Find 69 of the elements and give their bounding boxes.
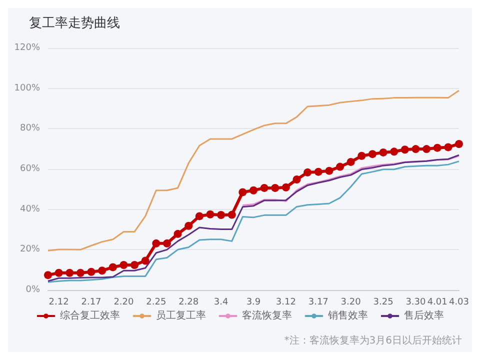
point xyxy=(152,239,160,248)
point xyxy=(228,210,236,219)
point xyxy=(238,188,247,196)
y-tick-label: 60% xyxy=(20,164,40,174)
x-tick-label: 3.9 xyxy=(246,298,261,308)
legend-label: 销售效率 xyxy=(327,310,368,322)
point xyxy=(44,271,52,280)
point xyxy=(184,222,193,230)
point xyxy=(206,210,214,218)
legend-label: 客流恢复率 xyxy=(242,310,292,322)
point xyxy=(304,168,312,176)
line-series xyxy=(47,90,460,252)
point xyxy=(390,148,398,156)
point xyxy=(162,239,171,248)
point xyxy=(174,230,182,238)
legend-label: 售后效率 xyxy=(404,310,444,322)
y-tick-label: 80% xyxy=(20,124,40,134)
point xyxy=(368,150,376,158)
point xyxy=(346,158,355,166)
x-tick-label: 3.20 xyxy=(340,298,362,308)
x-tick-label: 2.28 xyxy=(178,298,199,308)
legend-label: 员工复工率 xyxy=(156,310,206,322)
y-tick-label: 100% xyxy=(14,83,40,94)
point xyxy=(292,175,301,184)
point xyxy=(141,256,150,265)
y-tick-label: 120% xyxy=(14,43,40,53)
point xyxy=(76,268,84,277)
point xyxy=(54,268,63,277)
point xyxy=(314,168,322,176)
x-tick-label: 4.03 xyxy=(448,298,470,308)
point xyxy=(282,183,290,192)
point xyxy=(98,266,106,275)
point xyxy=(108,263,117,272)
point xyxy=(422,145,431,154)
point xyxy=(433,144,442,152)
point xyxy=(444,143,452,152)
point xyxy=(379,148,388,156)
x-tick-label: 2.25 xyxy=(146,298,166,308)
point xyxy=(250,186,258,194)
point xyxy=(87,268,96,276)
point xyxy=(400,146,409,154)
x-tick-label: 2.12 xyxy=(48,298,69,308)
y-tick-label: 0% xyxy=(26,285,40,295)
x-tick-label: 2.20 xyxy=(114,298,134,308)
line-series xyxy=(242,155,460,206)
text: *注：客流恢复率为3月6日以后开始统计 xyxy=(284,334,462,346)
point xyxy=(195,212,204,220)
chart-title: 复工率走势曲线 xyxy=(29,15,120,31)
point xyxy=(217,210,226,219)
y-tick-label: 40% xyxy=(20,204,40,214)
point xyxy=(454,140,463,148)
point xyxy=(260,184,268,192)
point xyxy=(336,162,344,171)
legend-label: 综合复工效率 xyxy=(60,310,120,322)
x-tick-label: 3.25 xyxy=(373,298,394,308)
x-tick-label: 4.01 xyxy=(427,298,448,308)
point xyxy=(120,260,128,269)
y-tick-label: 20% xyxy=(20,244,40,255)
point xyxy=(325,166,334,175)
point xyxy=(271,184,280,192)
point xyxy=(66,268,74,277)
x-tick-label: 3.4 xyxy=(214,298,228,308)
x-tick-label: 2.17 xyxy=(81,298,102,308)
point xyxy=(358,152,366,160)
x-tick-label: 3.17 xyxy=(308,298,328,308)
x-tick-label: 3.30 xyxy=(406,298,426,308)
point xyxy=(130,260,139,269)
x-tick-label: 3.12 xyxy=(276,298,296,308)
point xyxy=(412,145,420,154)
